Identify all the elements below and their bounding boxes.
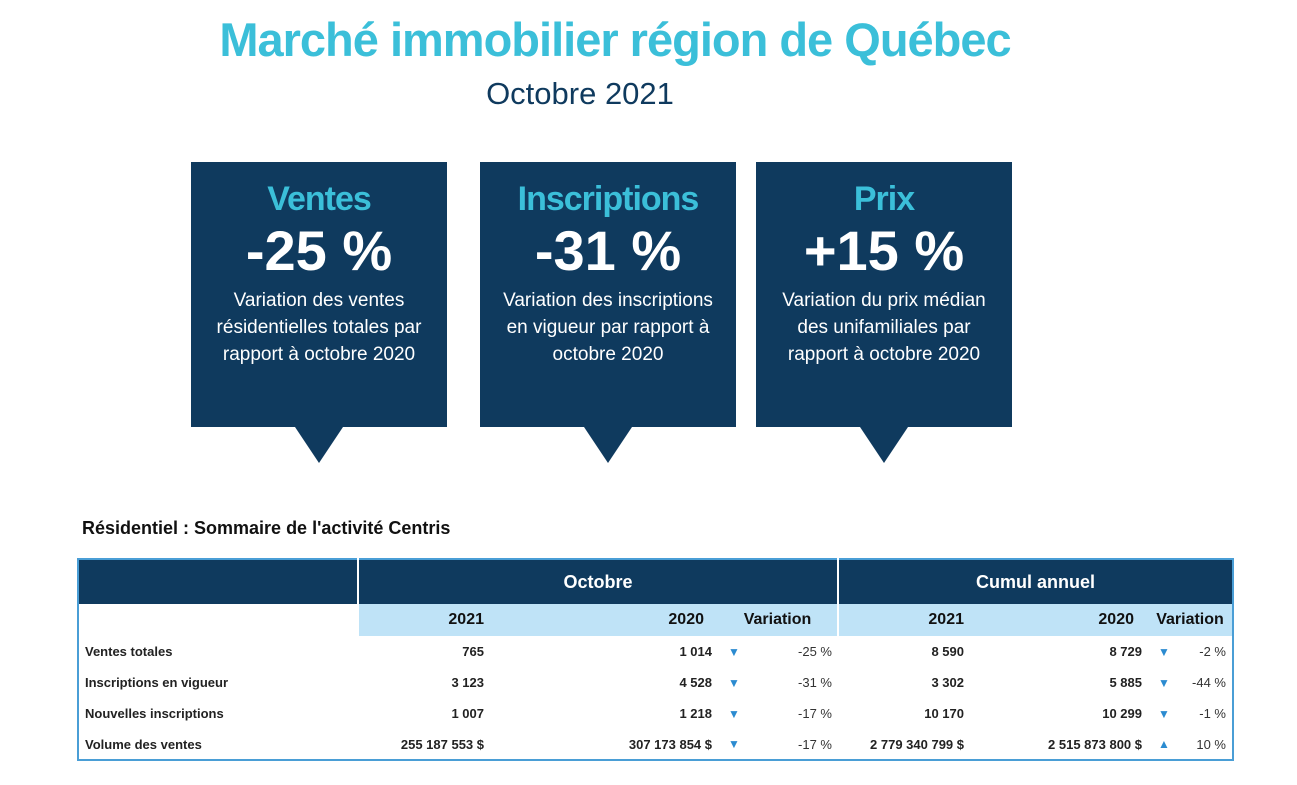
table-row: Volume des ventes 255 187 553 $ 307 173 85… bbox=[78, 729, 1233, 760]
variation: -17 % bbox=[798, 736, 832, 752]
variation-ytd: -2 % bbox=[1199, 644, 1226, 659]
value-2020: 1 218 bbox=[679, 706, 712, 721]
arrow-up-icon: ▲ bbox=[1158, 737, 1170, 751]
arrow-down-icon: ▼ bbox=[1158, 706, 1170, 721]
value-ytd-2020: 5 885 bbox=[1109, 675, 1142, 690]
column-header: 2020 bbox=[508, 604, 718, 636]
card-value: -25 % bbox=[245, 219, 393, 282]
card-prix: Prix +15 % Variation du prix médian des … bbox=[756, 162, 1012, 463]
arrow-down-icon: ▼ bbox=[728, 706, 740, 721]
variation-ytd: -44 % bbox=[1192, 675, 1226, 690]
table-row: Inscriptions en vigueur 3 123 4 528 ▼ -31 % 3… bbox=[78, 667, 1233, 698]
value-ytd-2021: 2 779 340 799 $ bbox=[870, 736, 964, 752]
column-header: 2020 bbox=[988, 604, 1148, 636]
row-label: Volume des ventes bbox=[85, 736, 202, 752]
row-label: Ventes totales bbox=[85, 644, 173, 659]
card-desc: Variation du prix médian des unifamilial… bbox=[782, 290, 986, 365]
arrow-down-icon: ▼ bbox=[1158, 644, 1170, 659]
section-title: Résidentiel : Sommaire de l'activité Cen… bbox=[82, 518, 451, 538]
card-label: Ventes bbox=[267, 180, 372, 218]
table-row: Ventes totales 765 1 014 ▼ -25 % 8 590 8 729 ▼ -… bbox=[78, 636, 1233, 667]
value-2021: 255 187 553 $ bbox=[400, 736, 484, 752]
table-row: Nouvelles inscriptions 1 007 1 218 ▼ -17 % 10… bbox=[78, 698, 1233, 729]
row-label: Nouvelles inscriptions bbox=[85, 706, 224, 721]
column-header: 2021 bbox=[837, 604, 988, 636]
column-header: Variation bbox=[1148, 604, 1233, 636]
card-value: -31 % bbox=[534, 219, 682, 282]
column-header: 2021 bbox=[357, 604, 508, 636]
card-label: Prix bbox=[853, 180, 915, 218]
variation: -17 % bbox=[798, 706, 832, 721]
variation: -25 % bbox=[798, 644, 832, 659]
card-desc: Variation des ventes résidentielles tota… bbox=[216, 290, 422, 365]
variation: -31 % bbox=[798, 675, 832, 690]
arrow-down-icon: ▼ bbox=[728, 737, 740, 751]
page-title: Marché immobilier région de Québec bbox=[219, 13, 1011, 66]
summary-table: Octobre Cumul annuel 2021 2020 Variation … bbox=[77, 558, 1234, 761]
value-2020: 4 528 bbox=[679, 675, 712, 690]
page-subtitle: Octobre 2021 bbox=[486, 76, 674, 111]
card-desc: Variation des inscriptions en vigueur pa… bbox=[503, 290, 713, 365]
card-value: +15 % bbox=[803, 219, 965, 282]
value-2021: 1 007 bbox=[451, 706, 484, 721]
card-inscriptions: Inscriptions -31 % Variation des inscrip… bbox=[480, 162, 736, 463]
arrow-down-icon: ▼ bbox=[728, 675, 740, 690]
value-ytd-2020: 8 729 bbox=[1109, 644, 1142, 659]
value-2020: 307 173 854 $ bbox=[628, 736, 712, 752]
value-ytd-2021: 3 302 bbox=[931, 675, 964, 690]
value-2021: 765 bbox=[462, 644, 484, 659]
group-header: Cumul annuel bbox=[837, 559, 1233, 604]
card-ventes: Ventes -25 % Variation des ventes réside… bbox=[191, 162, 447, 463]
arrow-down-icon: ▼ bbox=[1158, 675, 1170, 690]
card-label: Inscriptions bbox=[517, 180, 700, 218]
value-ytd-2020: 10 299 bbox=[1102, 706, 1142, 721]
group-header: Octobre bbox=[357, 559, 838, 604]
variation-ytd: -1 % bbox=[1199, 706, 1226, 721]
arrow-down-icon: ▼ bbox=[728, 644, 740, 659]
value-2020: 1 014 bbox=[679, 644, 712, 659]
value-ytd-2020: 2 515 873 800 $ bbox=[1048, 736, 1142, 752]
value-ytd-2021: 10 170 bbox=[924, 706, 964, 721]
variation-ytd: 10 % bbox=[1196, 736, 1226, 752]
value-2021: 3 123 bbox=[451, 675, 484, 690]
value-ytd-2021: 8 590 bbox=[931, 644, 964, 659]
row-label: Inscriptions en vigueur bbox=[85, 675, 229, 690]
column-header: Variation bbox=[718, 604, 838, 636]
